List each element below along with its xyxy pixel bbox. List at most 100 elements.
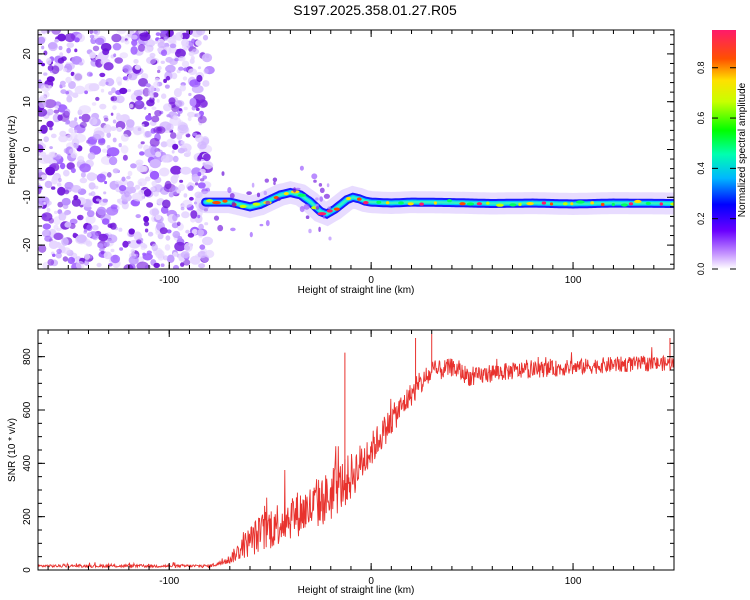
noise-speckle [88,182,96,190]
track-scatter [227,187,232,194]
track-scatter [231,201,236,208]
noise-speckle [49,69,53,73]
noise-speckle [64,221,72,228]
track-scatter [311,173,318,180]
noise-speckle [85,215,96,225]
noise-speckle [108,263,113,267]
noise-speckle [181,60,190,68]
track-scatter [230,227,236,232]
track-scatter [326,183,330,188]
noise-speckle [128,228,135,235]
noise-speckle [62,247,71,255]
noise-speckle [83,228,88,233]
noise-speckle [112,168,120,174]
noise-speckle [103,117,109,122]
noise-speckle [157,65,162,71]
noise-speckle [111,33,122,43]
noise-speckle [155,87,160,92]
noise-speckle [122,154,128,161]
track-hotspot [363,201,369,205]
y-tick-label: 20 [22,48,33,60]
noise-speckle [44,180,53,189]
y-tick-label: 800 [22,348,33,365]
track-scatter [295,187,301,191]
noise-speckle [99,72,106,78]
noise-speckle [38,155,51,164]
noise-speckle [174,241,186,252]
noise-speckle [145,83,151,88]
track-scatter [327,206,331,210]
noise-speckle [199,244,206,250]
noise-speckle [134,184,141,190]
noise-speckle [84,83,97,92]
noise-speckle [191,106,196,111]
noise-speckle [74,48,78,53]
track-hotspot [518,202,522,206]
snr-line [38,347,674,569]
noise-speckle [149,170,160,180]
noise-speckle [180,140,185,145]
noise-speckle [197,182,206,189]
noise-speckle [98,81,104,87]
noise-speckle [98,233,109,242]
noise-speckle [135,159,144,166]
noise-speckle [88,117,98,126]
noise-speckle [138,189,145,195]
noise-speckle [151,243,158,252]
track-scatter [328,236,332,241]
noise-speckle [151,115,160,123]
noise-speckle [40,124,48,134]
noise-speckle [130,248,135,254]
noise-speckle [149,52,156,58]
noise-speckle [44,235,52,242]
noise-speckle [106,132,111,139]
colorbar-tick-label: 0.2 [696,212,706,225]
noise-speckle [74,85,86,95]
track-scatter [249,231,253,238]
noise-speckle [106,206,119,216]
noise-speckle [183,106,188,111]
noise-speckle [42,229,52,238]
noise-speckle [177,113,181,117]
noise-speckle [163,255,169,261]
track-scatter [213,215,220,221]
noise-speckle [59,188,64,193]
noise-speckle [95,96,100,101]
noise-speckle [53,109,60,114]
noise-speckle [100,250,105,255]
track-scatter [315,206,320,210]
track-hotspot [634,199,642,204]
noise-speckle [140,242,146,248]
noise-speckle [109,222,117,230]
noise-speckle [103,62,114,71]
noise-speckle [47,111,51,116]
noise-speckle [178,108,182,112]
track-scatter [303,203,310,210]
noise-speckle [59,80,66,86]
noise-speckle [54,210,58,214]
noise-speckle [163,36,168,41]
noise-speckle [66,47,71,54]
x-tick-label: -100 [159,275,179,286]
noise-speckle [181,38,189,47]
track-scatter [323,193,330,199]
noise-speckle [136,239,142,244]
colorbar-ticks: 0.0 0.2 0.4 0.6 0.8 [696,61,736,275]
track-scatter [263,190,267,196]
noise-speckle [89,34,95,39]
track-hotspot [239,204,247,209]
track-scatter [308,228,312,234]
track-hotspot [575,200,585,204]
noise-speckle [51,30,61,35]
noise-speckle [179,179,184,183]
noise-speckle [149,137,160,147]
noise-speckle [95,37,105,45]
noise-speckle [202,80,210,87]
noise-speckle [161,93,167,99]
noise-speckle [164,180,172,190]
noise-speckle [83,259,90,266]
noise-speckle [54,105,60,109]
colorbar-tick-label: 0.4 [696,162,706,175]
noise-speckle [140,141,145,145]
noise-speckle [157,41,166,49]
